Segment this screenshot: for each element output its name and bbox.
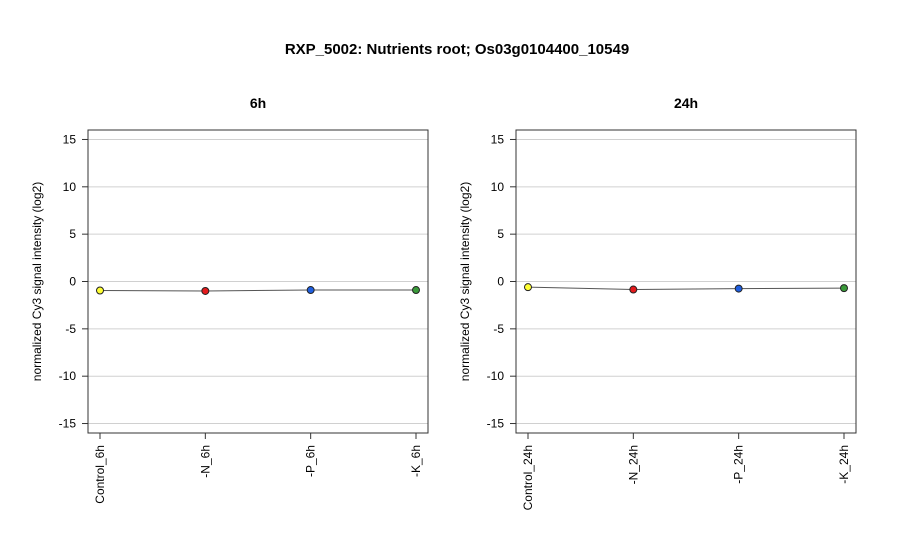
y-tick-label: -10 — [59, 369, 77, 383]
x-tick-label: Control_6h — [93, 445, 107, 504]
y-axis-label: normalized Cy3 signal intensity (log2) — [458, 182, 472, 381]
data-point — [201, 286, 210, 295]
y-tick-label: 5 — [497, 227, 504, 241]
data-point — [629, 285, 638, 294]
y-tick-label: 0 — [497, 275, 504, 289]
data-point — [734, 284, 743, 293]
y-tick-label: 10 — [63, 180, 77, 194]
x-tick-label: -N_6h — [198, 445, 212, 478]
x-tick-label: Control_24h — [521, 445, 535, 510]
data-point — [840, 284, 848, 293]
x-tick-label: -K_6h — [409, 445, 423, 477]
series-line — [99, 289, 416, 292]
y-tick-label: 0 — [69, 275, 76, 289]
y-tick-label: -10 — [487, 369, 505, 383]
panel-title: 6h — [250, 95, 266, 111]
data-point — [306, 286, 315, 295]
y-tick-label: -5 — [493, 322, 504, 336]
series-line — [527, 286, 845, 291]
chart-panel-1: 6h -15 -10 -5 0 5 10 15 normalized Cy3 signal in… — [30, 95, 429, 504]
data-point — [524, 283, 532, 292]
data-point — [96, 286, 104, 295]
x-tick-label: -N_24h — [626, 445, 640, 484]
panel-title: 24h — [674, 95, 698, 111]
y-tick-label: 15 — [491, 132, 505, 146]
y-tick-label: -15 — [487, 417, 505, 431]
y-tick-label: -15 — [59, 417, 77, 431]
y-tick-label: 5 — [69, 227, 76, 241]
y-axis-label: normalized Cy3 signal intensity (log2) — [30, 182, 44, 381]
x-tick-label: -K_24h — [837, 445, 851, 484]
x-tick-label: -P_6h — [304, 445, 318, 477]
y-tick-label: -5 — [65, 322, 76, 336]
data-point — [412, 286, 420, 295]
chart-panel-2: 24h -15 -10 -5 0 5 10 15 normalized Cy3 signal i… — [458, 95, 857, 510]
x-tick-label: -P_24h — [732, 445, 746, 484]
figure-title: RXP_5002: Nutrients root; Os03g0104400_1… — [285, 41, 629, 58]
y-tick-label: 15 — [63, 132, 77, 146]
y-tick-label: 10 — [491, 180, 505, 194]
